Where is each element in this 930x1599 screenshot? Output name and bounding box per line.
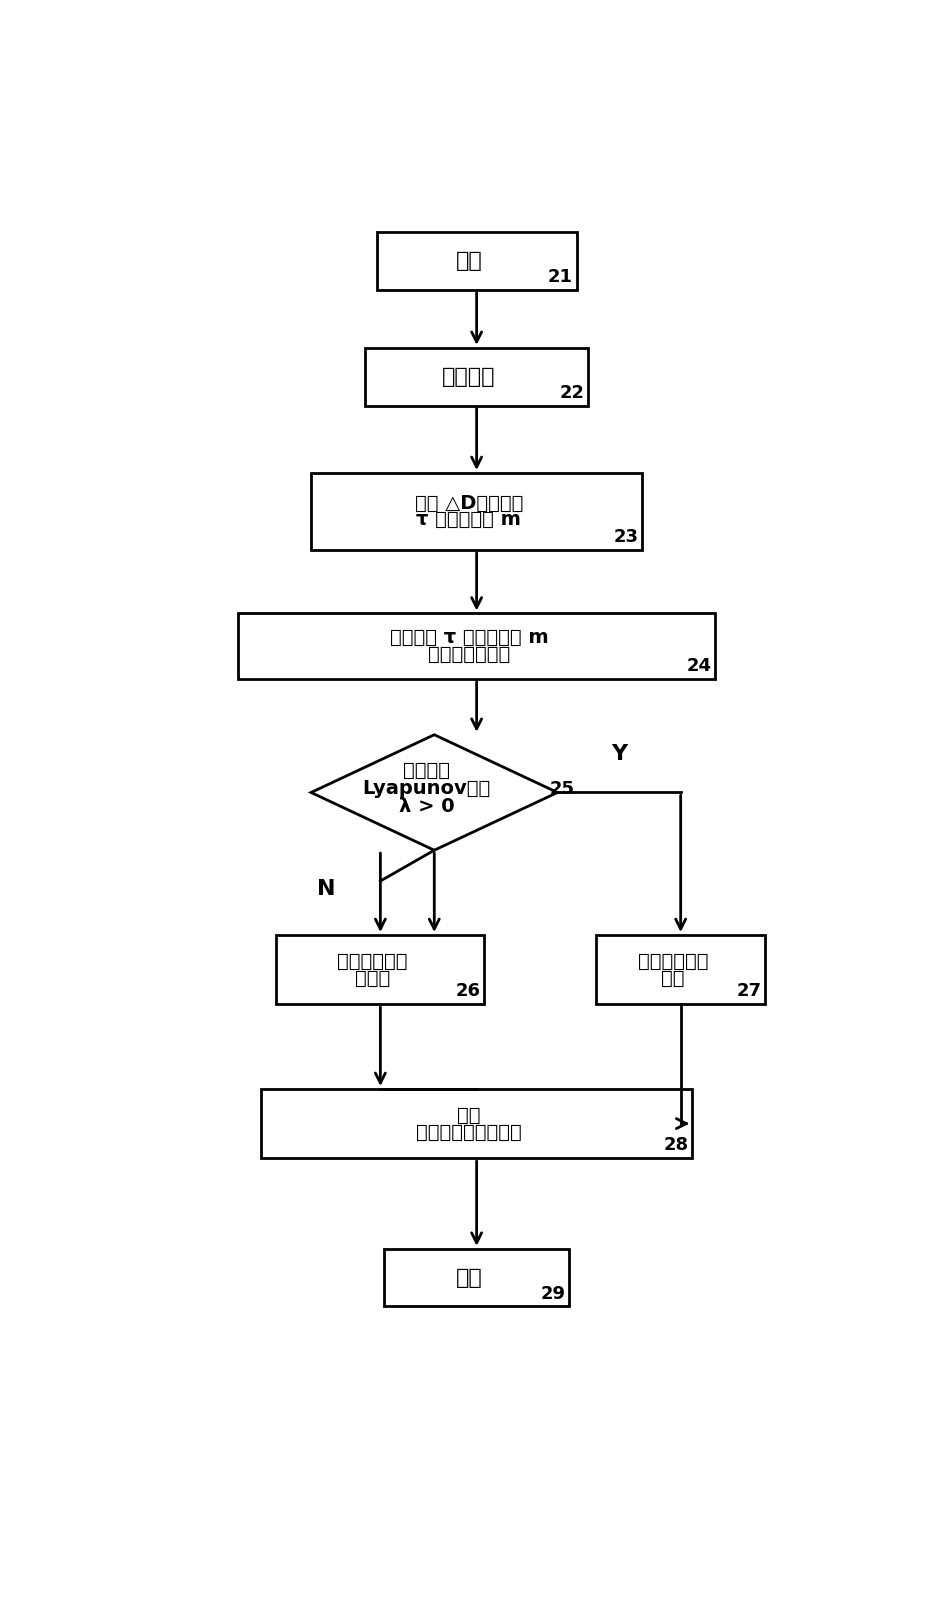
Text: λ > 0: λ > 0 xyxy=(399,796,455,815)
Bar xyxy=(384,1249,569,1306)
Text: Y: Y xyxy=(611,744,627,764)
Text: 28: 28 xyxy=(663,1137,688,1154)
Text: 开始: 开始 xyxy=(456,251,483,272)
Polygon shape xyxy=(311,734,557,851)
Text: 29: 29 xyxy=(540,1284,565,1303)
Text: 24: 24 xyxy=(686,657,711,675)
Text: 23: 23 xyxy=(613,528,638,547)
Text: 通过 △D计算延时: 通过 △D计算延时 xyxy=(415,494,523,512)
Text: 26: 26 xyxy=(456,982,481,1001)
Text: 读取数据: 读取数据 xyxy=(442,366,496,387)
Bar xyxy=(377,232,577,289)
Text: 重建动力学系统: 重建动力学系统 xyxy=(428,644,510,664)
Bar xyxy=(365,349,589,406)
Text: 汌现象: 汌现象 xyxy=(355,969,391,988)
Text: N: N xyxy=(317,879,336,899)
Bar xyxy=(596,935,765,1004)
Text: 现象: 现象 xyxy=(661,969,684,988)
Text: 判断结果及处理建议: 判断结果及处理建议 xyxy=(416,1122,522,1142)
Text: 22: 22 xyxy=(560,384,584,401)
Bar xyxy=(261,1089,692,1158)
Bar xyxy=(238,614,715,680)
Text: 结束: 结束 xyxy=(456,1268,483,1287)
Text: 计算最大: 计算最大 xyxy=(403,761,450,780)
Text: τ 和嵌入维数 m: τ 和嵌入维数 m xyxy=(417,510,522,529)
Text: 25: 25 xyxy=(550,780,575,798)
Text: 系统存在混汌: 系统存在混汌 xyxy=(638,951,709,971)
Text: 显示: 显示 xyxy=(458,1105,481,1124)
Bar xyxy=(311,473,643,550)
Text: 27: 27 xyxy=(737,982,762,1001)
Bar xyxy=(276,935,485,1004)
Text: 系统不存在混: 系统不存在混 xyxy=(338,951,408,971)
Text: 根据延时 τ 和嵌入维数 m: 根据延时 τ 和嵌入维数 m xyxy=(390,628,549,648)
Text: 21: 21 xyxy=(548,269,573,286)
Text: Lyapunov指数: Lyapunov指数 xyxy=(363,779,491,798)
